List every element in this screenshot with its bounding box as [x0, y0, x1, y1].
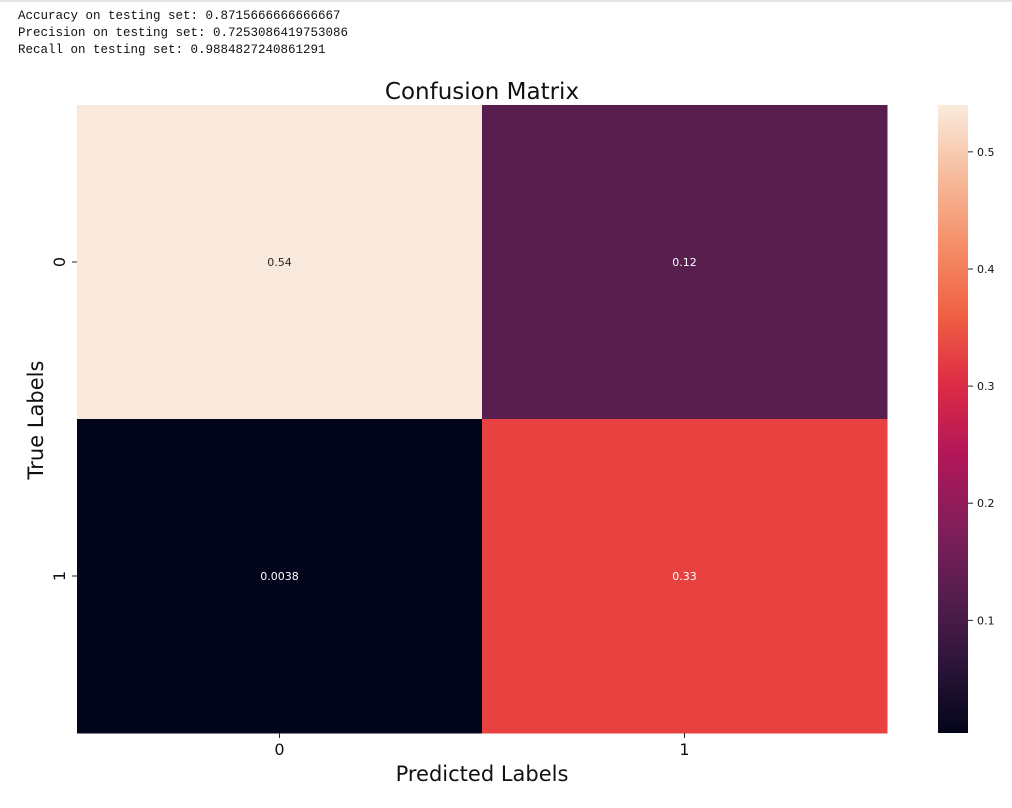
colorbar-tick-label: 0.3 — [977, 380, 995, 393]
colorbar-ticks: 0.1 0.2 0.3 0.4 0.5 — [968, 146, 995, 627]
heatmap-cell-label: 0.33 — [672, 570, 697, 583]
heatmap-cell-label: 0.54 — [267, 256, 292, 269]
x-tick-label: 1 — [679, 740, 689, 759]
y-tick-label: 1 — [50, 571, 69, 581]
heatmap-cell — [482, 105, 888, 420]
heatmap-cell-labels: 0.54 0.12 0.0038 0.33 — [260, 256, 697, 583]
accuracy-output: Accuracy on testing set: 0.8715666666666… — [18, 9, 341, 23]
colorbar — [938, 105, 968, 733]
recall-output: Recall on testing set: 0.988482724086129… — [18, 43, 326, 57]
heatmap-cell — [77, 105, 483, 420]
colorbar-tick-label: 0.2 — [977, 497, 995, 510]
x-tick-label: 0 — [274, 740, 284, 759]
colorbar-tick-label: 0.4 — [977, 263, 995, 276]
colorbar-tick-label: 0.1 — [977, 614, 995, 627]
y-tick-label: 0 — [50, 257, 69, 267]
y-axis-label: True Labels — [24, 361, 48, 481]
heatmap-cell — [77, 419, 483, 734]
precision-output: Precision on testing set: 0.725308641975… — [18, 26, 349, 40]
x-axis-label: Predicted Labels — [396, 762, 569, 786]
heatmap-cell-label: 0.12 — [672, 256, 697, 269]
heatmap-cells — [77, 105, 888, 734]
chart-title: Confusion Matrix — [385, 79, 579, 105]
heatmap-cell-label: 0.0038 — [260, 570, 299, 583]
y-axis-ticks: 01 — [50, 257, 77, 581]
cell-top-border — [0, 0, 1012, 2]
heatmap-cell — [482, 419, 888, 734]
colorbar-tick-label: 0.5 — [977, 146, 995, 159]
